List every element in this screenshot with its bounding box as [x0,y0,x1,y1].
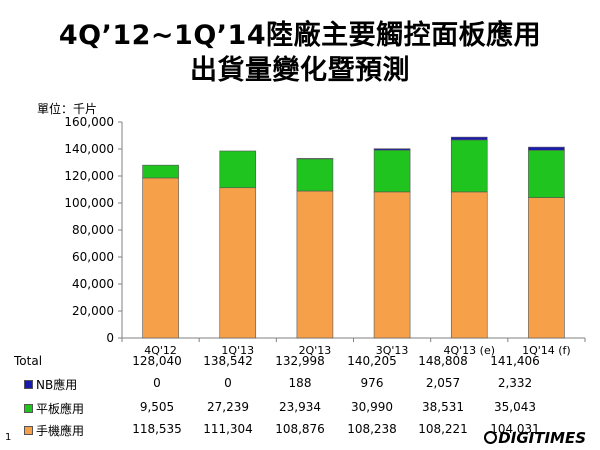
tablet-legend-swatch [24,404,33,413]
bar-segment-tablet [296,158,334,192]
handset-value: 104,031 [490,422,540,436]
table-row-label-nb: NB應用 [24,376,77,393]
chart-title-line1: 4Q’12~1Q’14陸廠主要觸控面板應用 [58,20,542,51]
table-row-tablet: 平板應用 9,505 27,239 23,934 30,990 38,531 3… [0,400,600,418]
table-row-handset: 手機應用 118,535 111,304 108,876 108,238 108… [0,422,600,440]
bar-segment-handset [373,191,411,339]
total-value: 138,542 [203,354,253,368]
bar-segment-nb [528,146,565,151]
bar-segment-tablet [373,149,411,193]
y-tick-label: 80,000 [72,223,114,237]
y-tick-label: 0 [106,331,114,345]
tablet-value: 38,531 [422,400,464,414]
tablet-value: 35,043 [494,400,536,414]
nb-value: 188 [288,376,312,390]
page-number: 1 [5,432,12,443]
bar-segment-nb [373,148,411,151]
y-tick-label: 140,000 [64,142,114,156]
nb-value: 976 [360,376,384,390]
bar-segment-tablet [142,164,179,179]
unit-label: 單位：千片 [37,102,98,116]
tablet-series-name: 平板應用 [36,402,85,416]
total-value: 148,808 [418,354,468,368]
handset-value: 108,238 [347,422,397,436]
nb-legend-swatch [24,380,33,389]
y-tick-label: 20,000 [72,304,114,318]
x-tick-label: 1Q'13 [221,344,254,357]
bar-segment-handset [450,191,488,339]
y-tick-label: 40,000 [72,277,114,291]
handset-series-name: 手機應用 [36,424,85,438]
table-row-total: Total 128,040 138,542 132,998 140,205 14… [0,354,600,372]
total-value: 140,205 [347,354,397,368]
x-tick-label: 3Q'13 [376,344,409,357]
tablet-value: 9,505 [139,400,175,414]
x-tick-label: 4Q'12 [144,344,177,357]
nb-value: 0 [224,376,232,390]
handset-legend-swatch [24,426,33,435]
y-tick-label: 120,000 [64,169,114,183]
y-tick-label: 160,000 [64,115,114,129]
bar-segment-tablet [528,149,565,198]
tablet-value: 23,934 [279,400,321,414]
handset-value: 108,221 [418,422,468,436]
nb-series-name: NB應用 [36,378,78,392]
bar-segment-nb [450,136,488,141]
bar-segment-tablet [219,150,257,189]
x-tick-label: 2Q'13 [299,344,332,357]
x-tick-label: 1Q'14 (f) [522,344,571,357]
table-row-label-tablet: 平板應用 [24,400,84,417]
digitimes-logo: DIGITIMES [484,429,586,447]
bar-segment-handset [219,187,257,339]
y-tick-label: 100,000 [64,196,114,210]
bar-segment-handset [528,197,565,339]
handset-value: 108,876 [275,422,325,436]
handset-value: 118,535 [132,422,182,436]
table-row-label-total: Total [14,354,43,368]
nb-value: 2,057 [425,376,461,390]
logo-ring-icon [484,431,498,444]
bar-segment-handset [296,190,334,339]
logo-wordmark: DIGITIMES [498,429,586,447]
bar-segment-handset [142,177,179,339]
nb-value: 2,332 [497,376,533,390]
tablet-value: 30,990 [351,400,393,414]
bar-segment-nb [296,158,334,160]
bar-segment-tablet [450,139,488,193]
nb-value: 0 [153,376,161,390]
tablet-value: 27,239 [207,400,249,414]
total-value: 132,998 [275,354,325,368]
table-row-nb: NB應用 0 0 188 976 2,057 2,332 [0,376,600,394]
chart-title-line2: 出貨量變化暨預測 [190,55,410,86]
total-value: 128,040 [132,354,182,368]
y-tick-label: 60,000 [72,250,114,264]
table-row-label-handset: 手機應用 [24,422,84,439]
handset-value: 111,304 [203,422,253,436]
x-tick-label: 4Q'13 (e) [443,344,495,357]
total-value: 141,406 [490,354,540,368]
